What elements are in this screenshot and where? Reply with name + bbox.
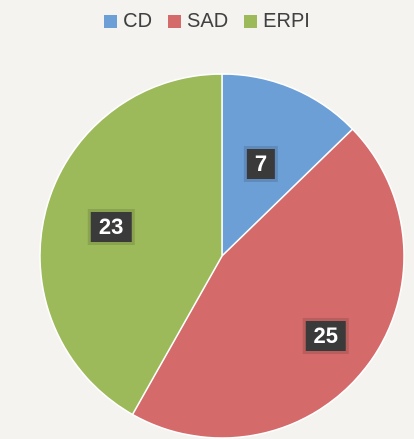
pie-slice-cd bbox=[221, 73, 354, 258]
legend: CD SAD ERPI bbox=[0, 10, 414, 33]
legend-item-erpi: ERPI bbox=[244, 10, 310, 33]
legend-label-erpi: ERPI bbox=[263, 10, 310, 32]
pie-slice-erpi bbox=[39, 73, 223, 416]
pie-slice-sad bbox=[131, 128, 405, 439]
legend-item-cd: CD bbox=[104, 10, 152, 33]
legend-swatch-cd bbox=[104, 15, 118, 28]
legend-item-sad: SAD bbox=[168, 10, 228, 33]
data-label-erpi: 23 bbox=[90, 211, 132, 242]
legend-label-sad: SAD bbox=[187, 10, 229, 32]
data-label-cd: 7 bbox=[246, 148, 276, 179]
data-label-sad: 25 bbox=[305, 321, 347, 352]
legend-swatch-sad bbox=[168, 15, 182, 28]
legend-swatch-erpi bbox=[244, 15, 258, 28]
legend-label-cd: CD bbox=[123, 10, 153, 32]
